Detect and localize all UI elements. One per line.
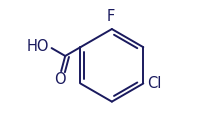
Text: O: O <box>54 72 66 87</box>
Text: HO: HO <box>27 39 49 54</box>
Text: F: F <box>106 9 115 24</box>
Text: Cl: Cl <box>147 76 161 91</box>
